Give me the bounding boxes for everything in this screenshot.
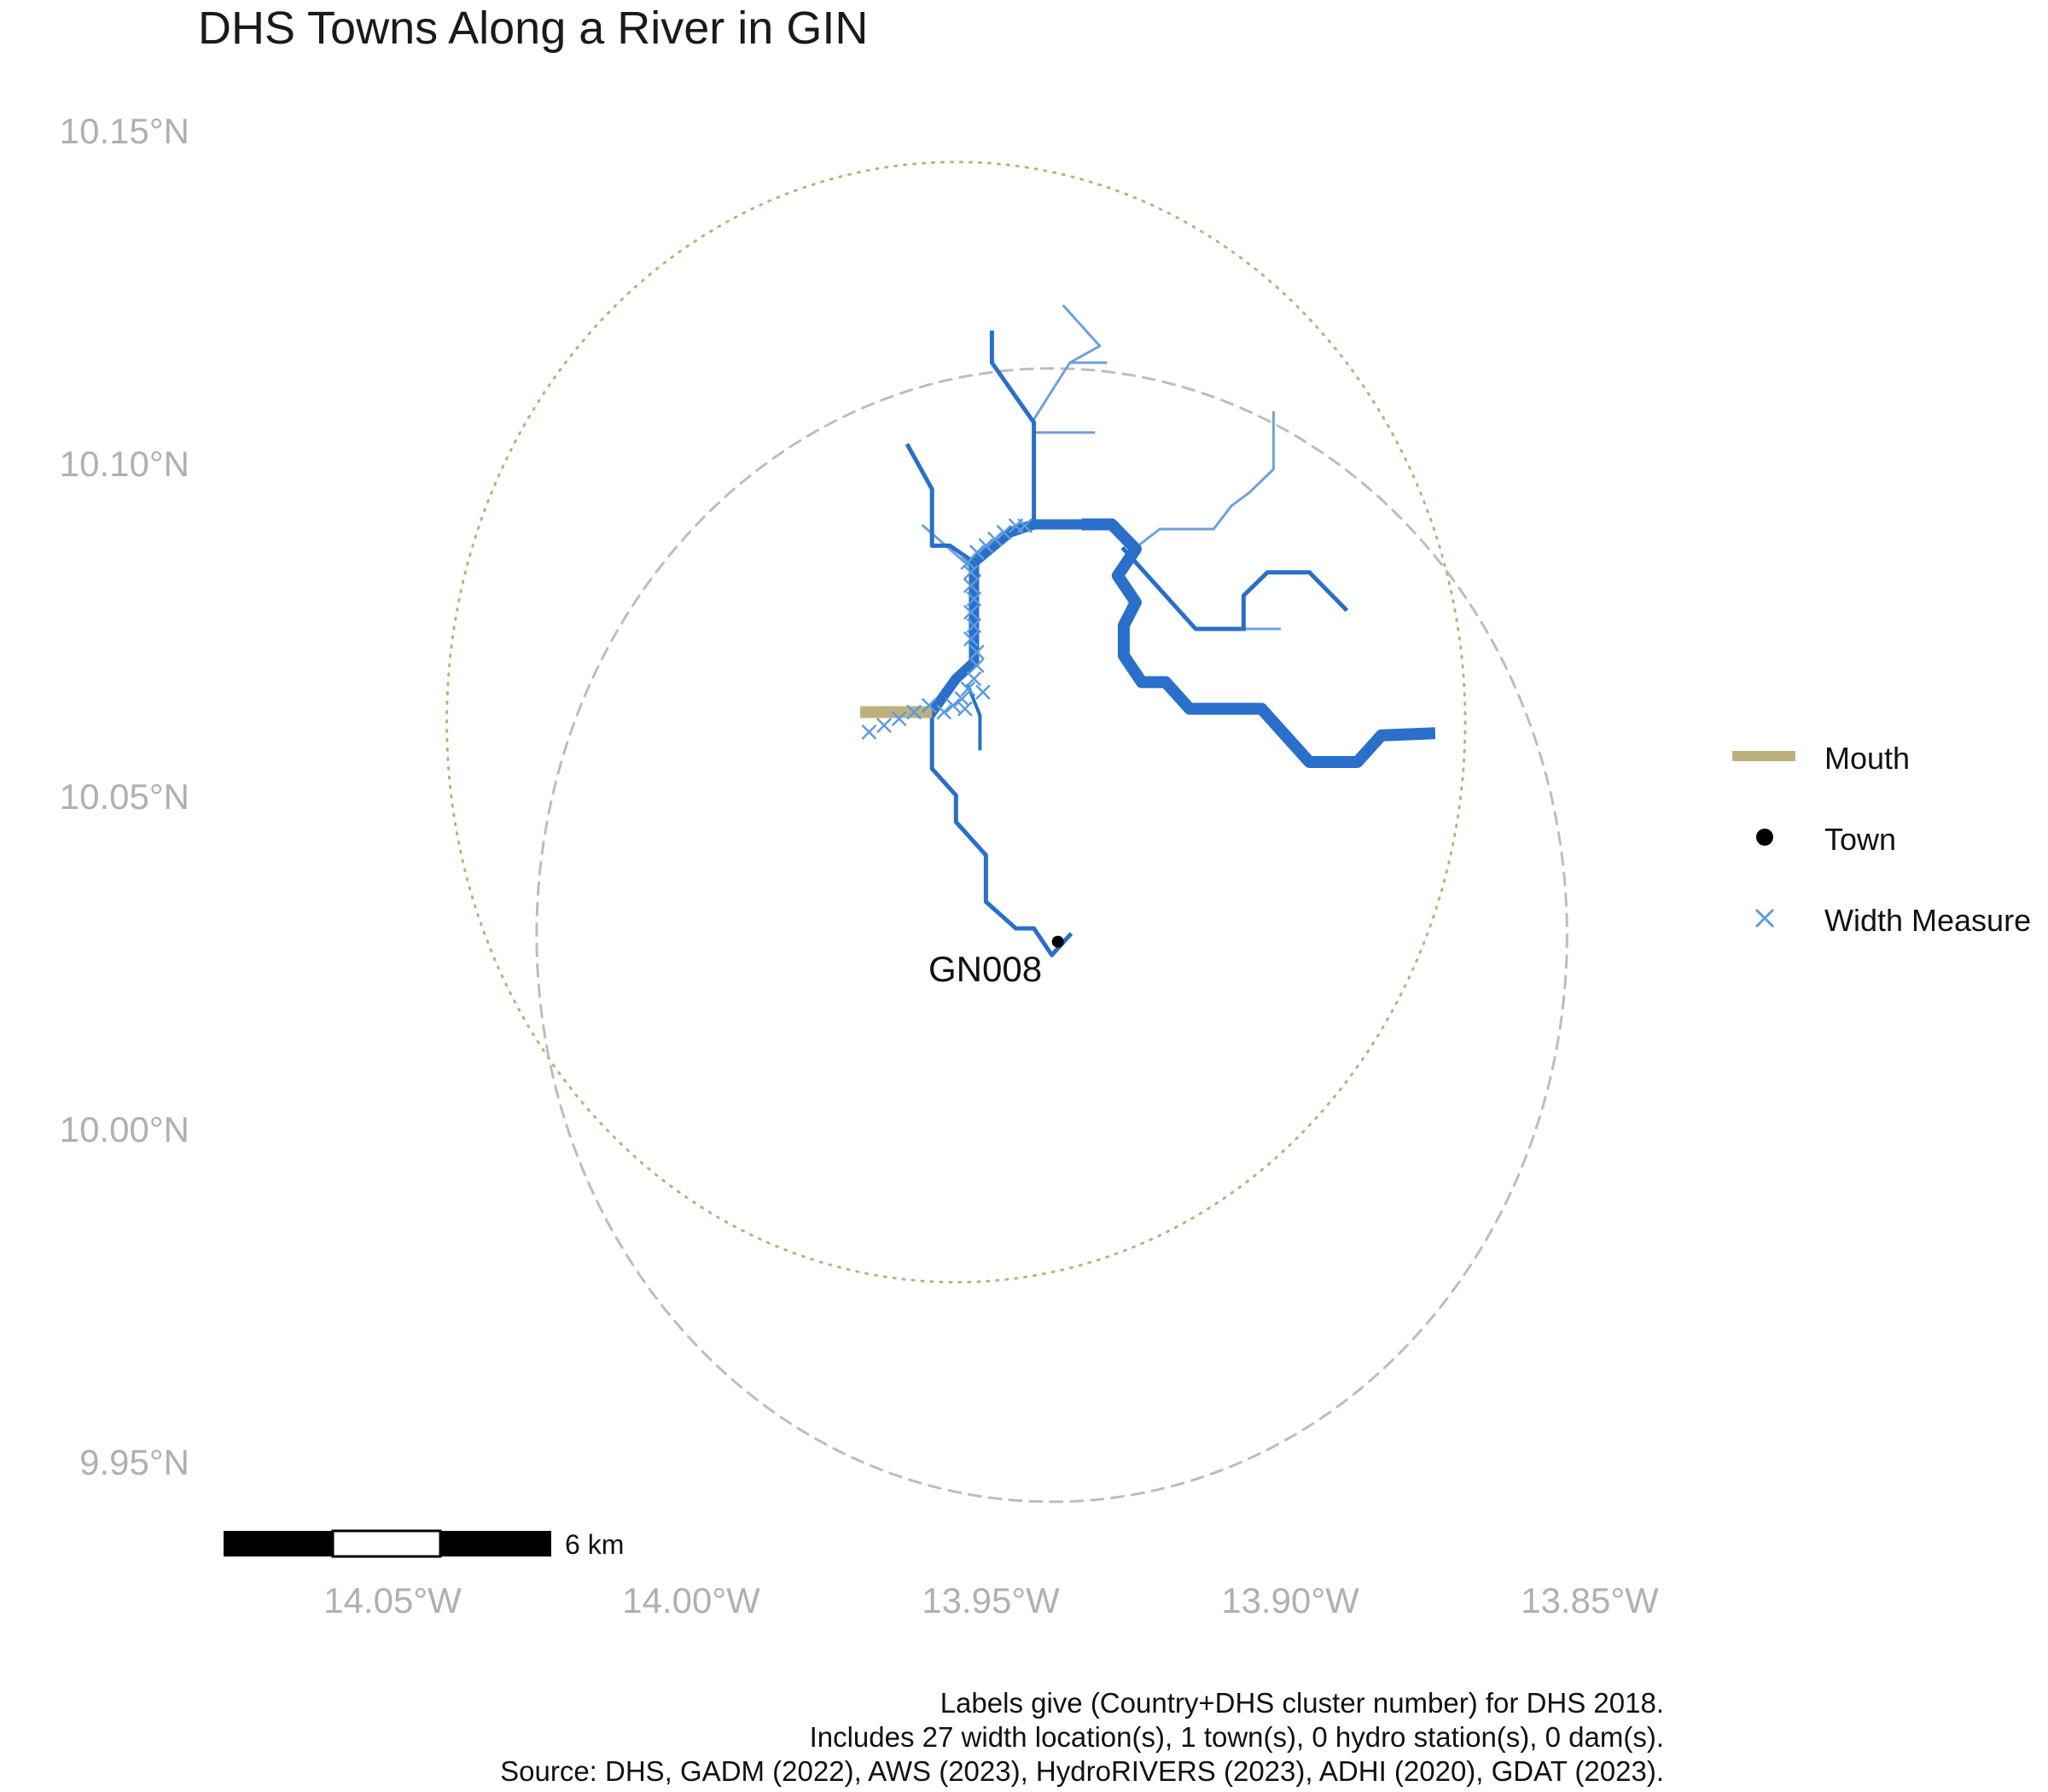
width-measure-marker [969, 544, 985, 561]
caption-line: Source: DHS, GADM (2022), AWS (2023), Hy… [500, 1755, 1664, 1787]
width-measure-marker [876, 718, 892, 733]
width-measure-marker [966, 591, 982, 607]
width-measure-marker [996, 525, 1012, 540]
legend-label-mouth: Mouth [1824, 741, 1911, 776]
y-tick-label: 10.00°N [59, 1109, 189, 1149]
cross-stroke [906, 704, 922, 720]
mouth-line-icon [1732, 751, 1795, 761]
y-tick-label: 10.15°N [59, 111, 189, 151]
river-segment [929, 710, 1073, 957]
river-segment [989, 330, 1037, 527]
scale-bar-label: 6 km [565, 1529, 625, 1560]
width-measure-marker [936, 704, 952, 720]
width-measure-marker [969, 658, 985, 673]
width-measure-marker [921, 697, 937, 713]
width-measure-marker [945, 697, 961, 713]
x-tick-label: 13.95°W [922, 1580, 1060, 1620]
width-measure-marker [891, 711, 907, 727]
buffer-circles [445, 160, 1568, 1504]
cross-stroke [969, 658, 985, 673]
cross-stroke [996, 525, 1012, 540]
width-measure-marker [861, 724, 877, 740]
y-tick-label: 9.95°N [79, 1442, 189, 1482]
cross-stroke [960, 681, 976, 697]
y-tick-label: 10.05°N [59, 777, 189, 817]
width-measure-marker [975, 684, 991, 700]
cross-mark-icon [1754, 908, 1775, 928]
width-measure-markers [861, 518, 1033, 740]
caption-line: Includes 27 width location(s), 1 town(s)… [809, 1721, 1664, 1753]
town-label: GN008 [928, 949, 1043, 989]
cross-stroke [969, 544, 985, 561]
scale-bar-segment-2 [331, 1529, 442, 1558]
river-segment [1127, 411, 1275, 555]
river-network [905, 304, 1436, 957]
width-measure-marker [963, 604, 979, 620]
cross-stroke [978, 538, 994, 554]
x-tick-label: 14.05°W [323, 1580, 462, 1620]
river-segment [1081, 518, 1436, 768]
width-measure-marker [966, 671, 982, 687]
cross-stroke [1017, 518, 1033, 533]
legend-label-town: Town [1824, 822, 1897, 857]
river-segment [1032, 304, 1102, 422]
river-segment [1120, 545, 1246, 631]
width-measure-marker [978, 538, 994, 554]
y-tick-label: 10.10°N [59, 444, 189, 484]
cross-stroke [987, 531, 1003, 547]
width-measure-marker [963, 631, 979, 647]
river-segment [905, 443, 977, 566]
cross-stroke [957, 701, 973, 717]
cross-stroke [891, 711, 907, 727]
scale-bar-segment-3 [440, 1531, 551, 1556]
scale-bar [224, 1529, 551, 1558]
caption-line: Labels give (Country+DHS cluster number)… [940, 1687, 1664, 1719]
width-measure-marker [1017, 518, 1033, 533]
cross-stroke [963, 564, 979, 580]
caption: Labels give (Country+DHS cluster number)… [500, 1686, 1664, 1789]
cross-stroke [945, 697, 961, 713]
cross-stroke [861, 724, 877, 740]
x-tick-label: 13.90°W [1221, 1580, 1359, 1620]
river-segment [965, 683, 982, 751]
width-measure-marker [987, 531, 1003, 547]
cross-stroke [954, 691, 970, 707]
width-measure-marker [969, 644, 985, 660]
width-measure-marker [960, 681, 976, 697]
width-measure-marker [954, 691, 970, 707]
cross-stroke [966, 591, 982, 607]
width-measure-marker [957, 701, 973, 717]
scale-bar-segment-1 [224, 1531, 333, 1556]
cross-stroke [966, 671, 982, 687]
cross-stroke [876, 718, 892, 733]
cross-stroke [963, 631, 979, 647]
cross-stroke [936, 704, 952, 720]
width-measure-marker [966, 618, 982, 633]
legend-label-width-measure: Width Measure [1824, 903, 2032, 938]
width-measure-marker [963, 578, 979, 594]
mouth-buffer-circle [445, 160, 1467, 1284]
cross-stroke [969, 644, 985, 660]
cross-stroke [975, 684, 991, 700]
x-tick-label: 13.85°W [1521, 1580, 1659, 1620]
river-segment [1241, 570, 1349, 631]
town-buffer-circle [535, 367, 1568, 1504]
town-dot-icon [1756, 829, 1773, 846]
cross-stroke [963, 578, 979, 594]
width-measure-marker [963, 564, 979, 580]
map-title: DHS Towns Along a River in GIN [198, 3, 869, 54]
cross-stroke [921, 697, 937, 713]
town-point [1051, 935, 1064, 948]
width-measure-marker [906, 704, 922, 720]
cross-stroke [963, 604, 979, 620]
cross-stroke [966, 618, 982, 633]
x-tick-label: 14.00°W [622, 1580, 760, 1620]
town-points [1051, 935, 1064, 948]
